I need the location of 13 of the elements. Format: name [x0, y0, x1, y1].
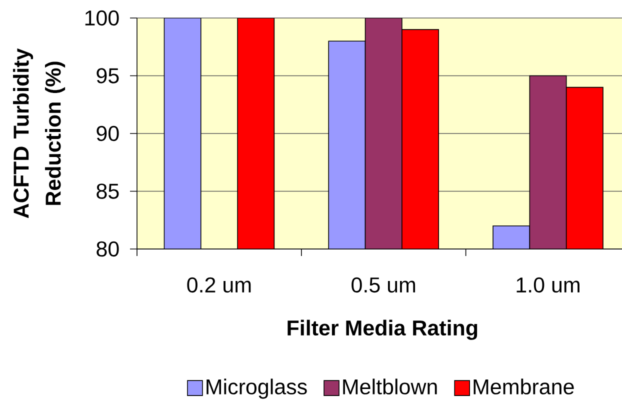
y-tick-label: 80: [96, 241, 119, 257]
x-tick-label: 0.5 um: [352, 277, 416, 293]
legend-label: Membrane: [474, 378, 574, 394]
x-axis-title: Filter Media Rating: [288, 320, 478, 340]
y-tick-label: 100: [85, 10, 119, 26]
legend-label: Microglass: [206, 378, 307, 399]
x-tick-label: 1.0 um: [516, 277, 580, 293]
y-axis-title: ACFTD Turbidity Reduction (%): [13, 48, 66, 218]
y-tick-label: 85: [96, 184, 119, 199]
x-tick-label: 0.2 um: [187, 277, 251, 293]
y-tick-label: 90: [96, 126, 119, 142]
legend-label: Meltblown: [343, 378, 437, 394]
y-tick-label: 95: [96, 68, 119, 84]
